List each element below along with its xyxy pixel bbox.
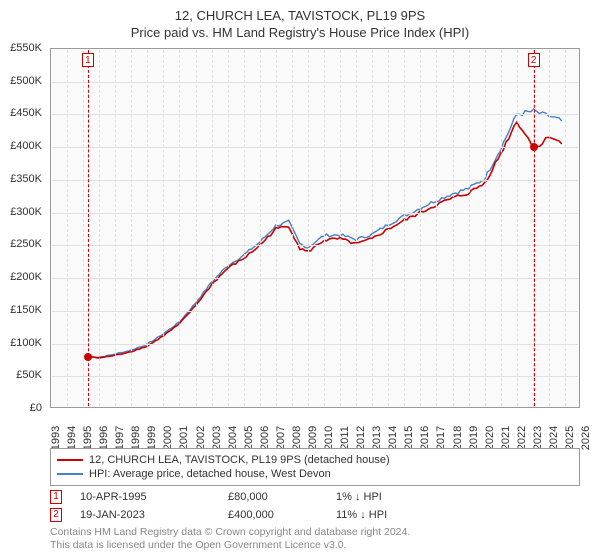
sale-date-1: 10-APR-1995 bbox=[80, 491, 210, 503]
legend-label-property: 12, CHURCH LEA, TAVISTOCK, PL19 9PS (det… bbox=[89, 454, 390, 466]
x-tick-label: 2013 bbox=[371, 426, 383, 450]
x-tick-label: 2012 bbox=[355, 426, 367, 450]
sale-row-1: 1 10-APR-1995 £80,000 1% ↓ HPI bbox=[50, 488, 580, 506]
x-tick-label: 2009 bbox=[307, 426, 319, 450]
attribution: Contains HM Land Registry data © Crown c… bbox=[50, 526, 580, 552]
legend-swatch-hpi bbox=[57, 473, 83, 475]
x-tick-label: 1993 bbox=[50, 426, 62, 450]
sales-table: 1 10-APR-1995 £80,000 1% ↓ HPI 2 19-JAN-… bbox=[50, 488, 580, 524]
x-tick-label: 1995 bbox=[82, 426, 94, 450]
chart-marker-1: 1 bbox=[82, 53, 94, 67]
x-tick-label: 2024 bbox=[548, 426, 560, 450]
sale-price-1: £80,000 bbox=[228, 491, 318, 503]
x-tick-label: 2026 bbox=[580, 426, 592, 450]
legend: 12, CHURCH LEA, TAVISTOCK, PL19 9PS (det… bbox=[50, 448, 580, 486]
y-tick-label: £0 bbox=[30, 402, 42, 414]
legend-item-hpi: HPI: Average price, detached house, West… bbox=[57, 467, 573, 481]
x-axis: 1993 1994 1995 1996 1997 1998 1999 2000 2001 2002… bbox=[50, 410, 580, 450]
y-tick-label: £200K bbox=[10, 271, 42, 283]
x-tick-label: 2018 bbox=[452, 426, 464, 450]
y-tick-label: £300K bbox=[10, 206, 42, 218]
x-tick-label: 2007 bbox=[275, 426, 287, 450]
sale-marker-1: 1 bbox=[50, 490, 62, 504]
x-tick-label: 2005 bbox=[243, 426, 255, 450]
x-tick-label: 2025 bbox=[564, 426, 576, 450]
y-axis: £0£50K£100K£150K£200K£250K£300K£350K£400… bbox=[0, 48, 46, 408]
sale-row-2: 2 19-JAN-2023 £400,000 11% ↓ HPI bbox=[50, 506, 580, 524]
chart-subtitle: Price paid vs. HM Land Registry's House … bbox=[0, 23, 600, 46]
chart-container: 12, CHURCH LEA, TAVISTOCK, PL19 9PS Pric… bbox=[0, 0, 600, 560]
sale-price-2: £400,000 bbox=[228, 509, 318, 521]
chart-marker-2: 2 bbox=[528, 53, 540, 67]
sale-dot-2 bbox=[530, 143, 538, 151]
sale-dot-1 bbox=[84, 353, 92, 361]
plot-background: 12 bbox=[50, 48, 580, 408]
x-tick-label: 2006 bbox=[259, 426, 271, 450]
attribution-line-1: Contains HM Land Registry data © Crown c… bbox=[50, 526, 580, 539]
x-tick-label: 1994 bbox=[66, 426, 78, 450]
x-tick-label: 2019 bbox=[468, 426, 480, 450]
chart-plot-area: 12 bbox=[50, 48, 580, 408]
chart-title: 12, CHURCH LEA, TAVISTOCK, PL19 9PS bbox=[0, 0, 600, 23]
x-tick-label: 1997 bbox=[114, 426, 126, 450]
legend-swatch-property bbox=[57, 459, 83, 461]
x-tick-label: 2001 bbox=[178, 426, 190, 450]
sale-diff-2: 11% ↓ HPI bbox=[336, 509, 426, 521]
sale-date-2: 19-JAN-2023 bbox=[80, 509, 210, 521]
x-tick-label: 2011 bbox=[339, 426, 351, 450]
x-tick-label: 1998 bbox=[130, 426, 142, 450]
attribution-line-2: This data is licensed under the Open Gov… bbox=[50, 539, 580, 552]
legend-item-property: 12, CHURCH LEA, TAVISTOCK, PL19 9PS (det… bbox=[57, 453, 573, 467]
sale-diff-1: 1% ↓ HPI bbox=[336, 491, 426, 503]
y-tick-label: £100K bbox=[10, 337, 42, 349]
x-tick-label: 2021 bbox=[500, 426, 512, 450]
x-tick-label: 2015 bbox=[403, 426, 415, 450]
x-tick-label: 2017 bbox=[435, 426, 447, 450]
legend-label-hpi: HPI: Average price, detached house, West… bbox=[89, 468, 331, 480]
y-tick-label: £400K bbox=[10, 140, 42, 152]
x-tick-label: 2000 bbox=[162, 426, 174, 450]
x-tick-label: 1996 bbox=[98, 426, 110, 450]
x-tick-label: 2003 bbox=[211, 426, 223, 450]
x-tick-label: 1999 bbox=[146, 426, 158, 450]
y-tick-label: £50K bbox=[16, 369, 42, 381]
x-tick-label: 2008 bbox=[291, 426, 303, 450]
y-tick-label: £350K bbox=[10, 173, 42, 185]
x-tick-label: 2023 bbox=[532, 426, 544, 450]
y-tick-label: £450K bbox=[10, 107, 42, 119]
sale-marker-2: 2 bbox=[50, 508, 62, 522]
x-tick-label: 2020 bbox=[484, 426, 496, 450]
x-tick-label: 2010 bbox=[323, 426, 335, 450]
x-tick-label: 2014 bbox=[387, 426, 399, 450]
y-tick-label: £150K bbox=[10, 304, 42, 316]
x-tick-label: 2002 bbox=[195, 426, 207, 450]
y-tick-label: £550K bbox=[10, 42, 42, 54]
x-tick-label: 2016 bbox=[419, 426, 431, 450]
y-tick-label: £500K bbox=[10, 75, 42, 87]
y-tick-label: £250K bbox=[10, 238, 42, 250]
x-tick-label: 2004 bbox=[227, 426, 239, 450]
x-tick-label: 2022 bbox=[516, 426, 528, 450]
